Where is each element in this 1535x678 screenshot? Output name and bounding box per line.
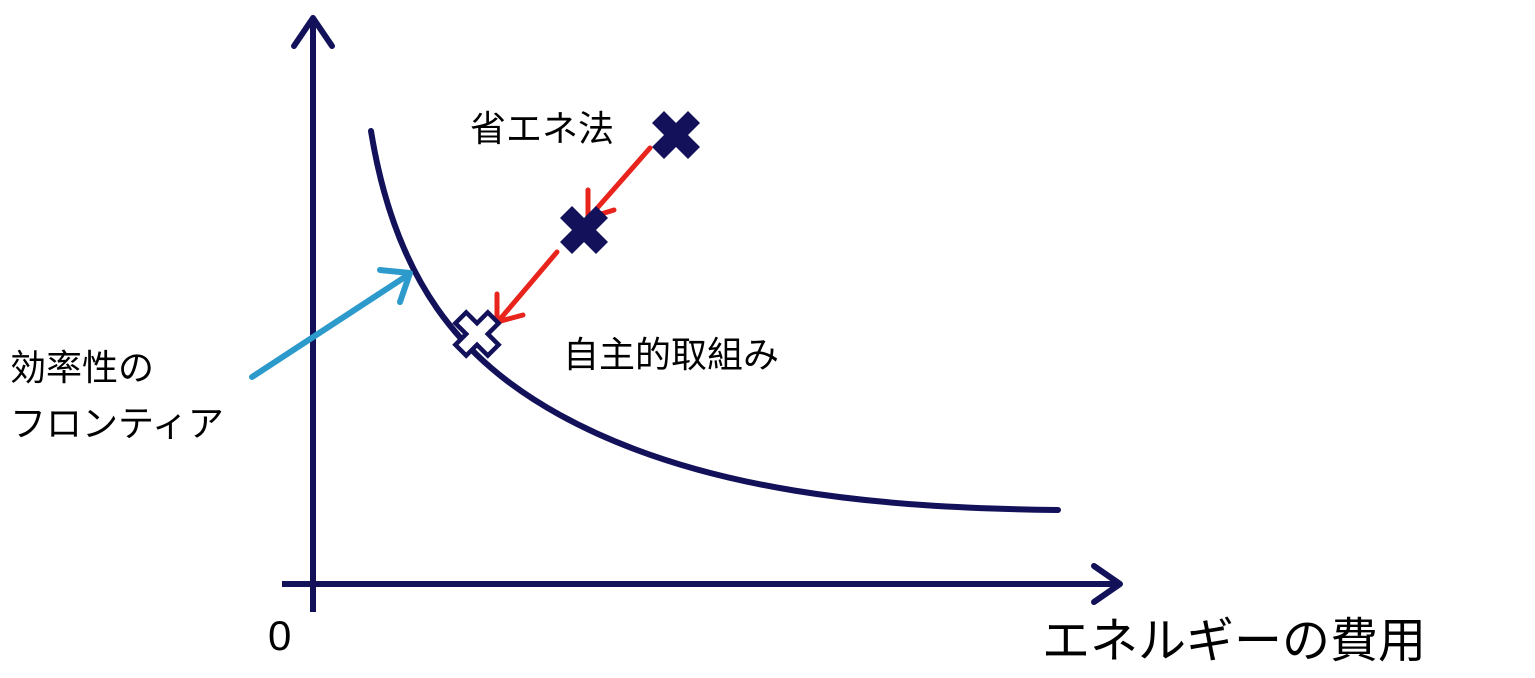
frontier-label-line2: フロンティア xyxy=(10,404,224,445)
y-axis-arrowhead xyxy=(291,15,335,49)
voluntary-label: 自主的取組み xyxy=(563,335,780,376)
x-axis-arrowhead xyxy=(1091,563,1123,605)
y-axis xyxy=(291,15,335,612)
regulation-x-icon xyxy=(652,111,700,159)
red-arrow-lower xyxy=(494,249,560,325)
efficiency-frontier-curve xyxy=(368,128,1061,513)
intermediate-x-icon xyxy=(560,206,608,254)
origin-label: 0 xyxy=(268,612,292,659)
x-axis-label: エネルギーの費用 xyxy=(1042,613,1427,669)
regulation-label: 省エネ法 xyxy=(470,109,615,150)
voluntary-open-x-icon xyxy=(455,312,498,355)
frontier-pointer-arrow xyxy=(249,267,413,380)
x-axis xyxy=(282,563,1123,605)
frontier-label-line1: 効率性の xyxy=(10,348,155,389)
